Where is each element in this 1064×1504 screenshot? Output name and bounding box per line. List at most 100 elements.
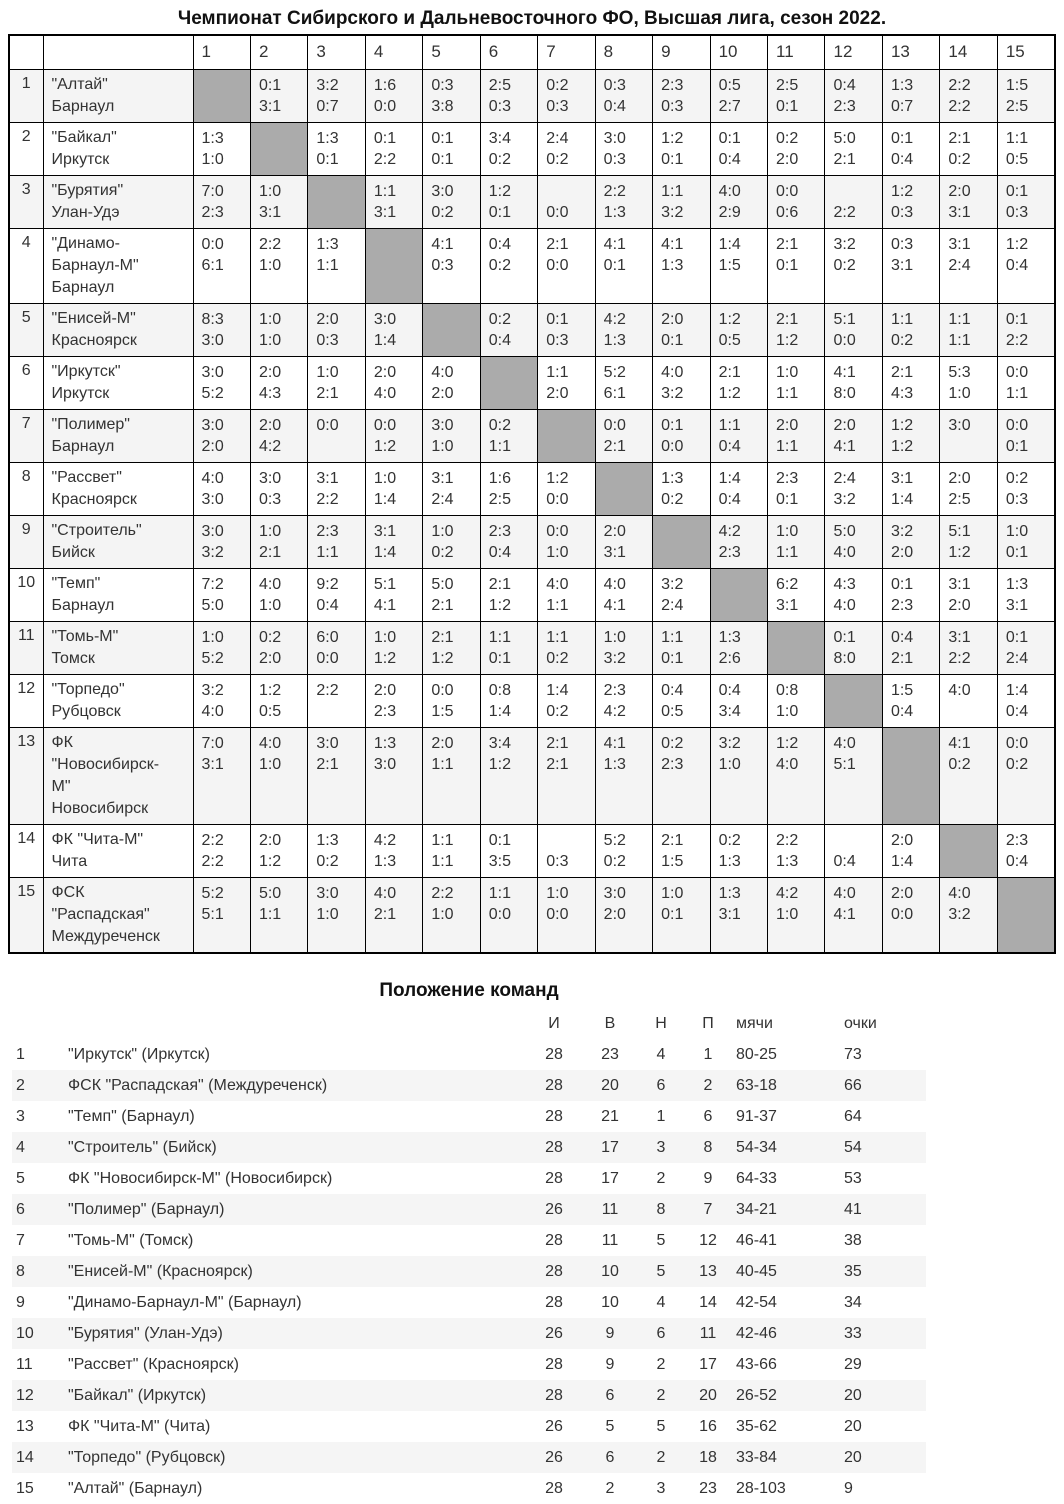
score-second-leg: 0:0 xyxy=(488,905,512,923)
score-cell: 1:0 0:2 xyxy=(422,514,481,569)
score-second-leg: 3:1 xyxy=(258,97,282,115)
score-second-leg: 4:0 xyxy=(833,596,856,614)
score-cell: 2:2 1:3 xyxy=(767,823,826,878)
score-first-leg: 2:1 xyxy=(546,734,569,752)
score-first-leg: 4:0 xyxy=(201,469,224,487)
standings-wins: 20 xyxy=(582,1069,638,1101)
score-first-leg: 3:0 xyxy=(201,416,224,434)
standings-position: 4 xyxy=(12,1131,64,1163)
results-cross-table: 1 2 3 4 5 6 7 8 9 10 11 12 13 14 15 1 "Алтай" Барнаул 0:1… xyxy=(8,34,1056,954)
score-first-leg: 3:1 xyxy=(431,469,454,487)
standings-team: "Рассвет" (Красноярск) xyxy=(68,1355,239,1373)
row-number: 4 xyxy=(8,227,44,304)
standings-row: 8 "Енисей-М" (Красноярск) 28 10 5 13 40-45 35 xyxy=(12,1255,926,1287)
score-second-leg: 0:1 xyxy=(661,649,684,667)
score-second-leg: 4:3 xyxy=(258,384,282,402)
score-second-leg: 0:2 xyxy=(431,203,454,221)
score-cell: 5:2 6:1 xyxy=(594,355,654,410)
score-cell: 1:2 4:0 xyxy=(767,726,826,825)
score-cell: 2:3 0:4 xyxy=(479,514,539,569)
score-second-leg: 1:4 xyxy=(890,490,914,508)
team-city: Томск xyxy=(51,649,95,667)
score-second-leg: 0:4 xyxy=(833,852,856,870)
row-number: 15 xyxy=(8,876,44,953)
standings-losses: 8 xyxy=(684,1131,732,1163)
score-second-leg: 2:3 xyxy=(890,596,914,614)
score-second-leg: 3:1 xyxy=(948,203,971,221)
score-first-leg: 3:1 xyxy=(948,628,971,646)
score-first-leg: 1:3 xyxy=(718,884,741,902)
score-cell: 1:3 3:1 xyxy=(996,567,1056,622)
score-cell: 0:3 0:4 xyxy=(594,68,654,123)
score-second-leg: 1:4 xyxy=(488,702,512,720)
score-second-leg: 4:3 xyxy=(890,384,914,402)
standings-position: 1 xyxy=(16,1045,25,1063)
score-second-leg: 2:2 xyxy=(316,490,339,508)
standings-wins: 9 xyxy=(605,1355,615,1373)
score-second-leg: 2:0 xyxy=(546,384,569,402)
score-first-leg: 2:0 xyxy=(661,310,684,328)
score-second-leg: 1:3 xyxy=(373,852,397,870)
score-second-leg: 0:1 xyxy=(603,256,626,274)
score-first-leg: 7:0 xyxy=(201,182,224,200)
score-second-leg: 0:2 xyxy=(1005,755,1029,773)
score-first-leg: 0:0 xyxy=(431,681,454,699)
score-cell: 1:6 0:0 xyxy=(364,68,424,123)
score-cell: 3:2 0:7 xyxy=(307,68,366,123)
score-second-leg xyxy=(316,436,362,457)
score-second-leg: 2:0 xyxy=(890,543,914,561)
round-column-header: 6 xyxy=(479,34,539,70)
standings-wins: 2 xyxy=(605,1479,615,1497)
cross-row: 5 "Енисей-М" Красноярск 8:3 3:0 1:0 1:0 2:0 0:3 3… xyxy=(8,302,1056,357)
score-first-leg: 2:4 xyxy=(833,469,856,487)
score-cell: 2:0 1:1 xyxy=(422,726,481,825)
score-first-leg: 3:1 xyxy=(948,575,971,593)
standings-wins: 21 xyxy=(601,1107,619,1125)
diagonal-cell xyxy=(422,302,481,357)
standings-team: "Томь-М" (Томск) xyxy=(68,1231,194,1249)
corner-cell-number xyxy=(8,34,44,70)
score-cell: 4:0 3:2 xyxy=(939,876,998,953)
score-cell: 3:2 1:0 xyxy=(709,726,769,825)
diagonal-cell xyxy=(537,408,596,463)
score-second-leg: 4:0 xyxy=(373,384,397,402)
score-first-leg: 2:3 xyxy=(661,76,684,94)
score-second-leg: 1:1 xyxy=(776,384,799,402)
standings-draws: 6 xyxy=(638,1069,684,1101)
team-name: ФК "Новосибирск-М" xyxy=(51,733,160,795)
score-first-leg: 2:1 xyxy=(776,310,799,328)
score-first-leg: 1:0 xyxy=(258,522,282,540)
score-second-leg: 2:1 xyxy=(373,905,397,923)
score-first-leg: 3:0 xyxy=(316,734,339,752)
cross-row: 13 ФК "Новосибирск-М" Новосибирск 7:0 3:1 4:0… xyxy=(8,726,1056,825)
score-first-leg: 0:1 xyxy=(661,416,684,434)
score-second-leg: 1:5 xyxy=(431,702,454,720)
score-second-leg: 0:0 xyxy=(546,490,569,508)
score-cell: 4:1 0:2 xyxy=(939,726,998,825)
score-cell: 1:1 0:1 xyxy=(652,620,711,675)
score-cell: 1:3 3:0 xyxy=(364,726,424,825)
score-second-leg xyxy=(316,701,362,722)
score-cell: 1:2 0:3 xyxy=(881,174,941,229)
score-cell: 0:3 3:1 xyxy=(881,227,941,304)
score-cell: 2:0 3:1 xyxy=(939,174,998,229)
score-first-leg: 4:3 xyxy=(833,575,856,593)
score-first-leg: 1:3 xyxy=(718,628,741,646)
score-first-leg: 3:4 xyxy=(488,129,512,147)
standings-losses: 17 xyxy=(699,1355,717,1373)
round-column-header: 12 xyxy=(824,34,883,70)
score-second-leg: 2:1 xyxy=(316,755,339,773)
row-number: 5 xyxy=(8,302,44,357)
standings-draws: 2 xyxy=(656,1169,666,1187)
score-second-leg: 1:3 xyxy=(776,852,799,870)
score-cell: 2:0 1:2 xyxy=(249,823,309,878)
score-cell: 4:0 1:0 xyxy=(249,567,309,622)
cross-body: 1 "Алтай" Барнаул 0:1 3:1 3:2 0:7 1:6 0:0 0:3 3:8 2… xyxy=(8,68,1056,953)
score-first-leg: 0:2 xyxy=(661,734,684,752)
score-cell: 4:0 2:1 xyxy=(364,876,424,953)
score-cell: 2:1 0:0 xyxy=(537,227,596,304)
score-second-leg: 1:0 xyxy=(776,702,799,720)
score-cell: 3:2 2:4 xyxy=(652,567,711,622)
score-cell: 1:3 0:7 xyxy=(881,68,941,123)
